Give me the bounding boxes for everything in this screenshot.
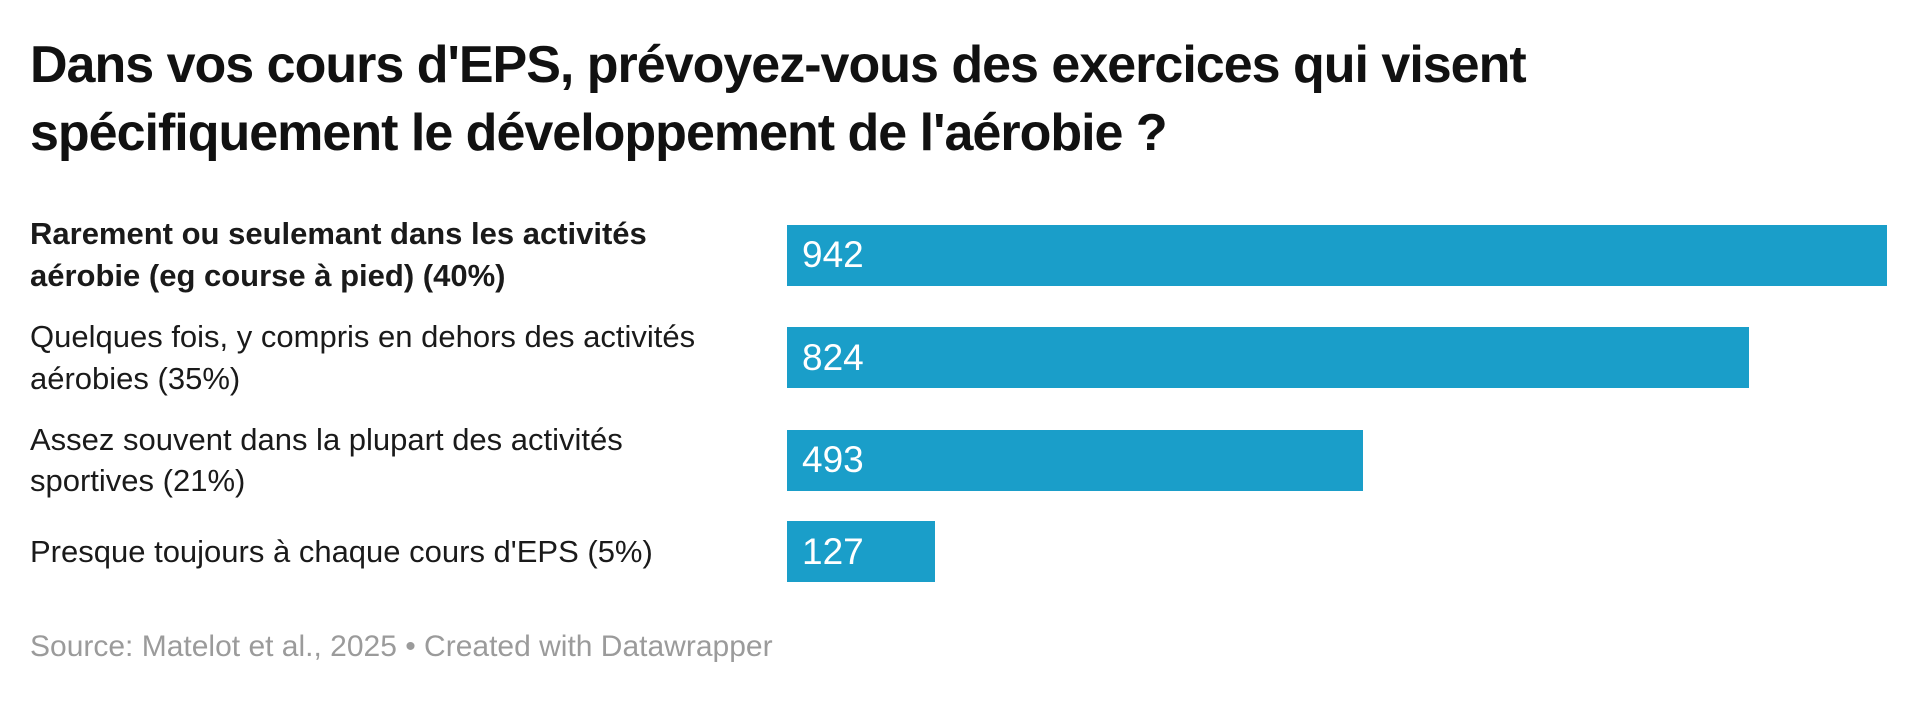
bar-chart: Rarement ou seulemant dans les activités… xyxy=(30,213,1887,583)
bar-value-label: 824 xyxy=(802,336,864,378)
bar: 824 xyxy=(787,327,1750,389)
bar-row: Quelques fois, y compris en dehors des a… xyxy=(30,316,1887,400)
bar-row: Rarement ou seulemant dans les activités… xyxy=(30,213,1887,297)
bar: 942 xyxy=(787,224,1887,286)
category-label: Rarement ou seulemant dans les activités… xyxy=(30,216,647,294)
bar-value-label: 942 xyxy=(802,234,864,276)
bar-track: 942 xyxy=(787,224,1887,286)
category-label: Quelques fois, y compris en dehors des a… xyxy=(30,318,696,396)
category-label: Presque toujours à chaque cours d'EPS (5… xyxy=(30,533,653,569)
bar: 493 xyxy=(787,429,1363,491)
bar-value-label: 493 xyxy=(802,439,864,481)
bar-track: 493 xyxy=(787,429,1887,491)
source-note: Source: Matelot et al., 2025 • Created w… xyxy=(30,630,773,664)
bar-value-label: 127 xyxy=(802,530,864,572)
bar-track: 824 xyxy=(787,327,1887,389)
chart-title: Dans vos cours d'EPS, prévoyez-vous des … xyxy=(30,36,1527,162)
bar-row: Assez souvent dans la plupart des activi… xyxy=(30,419,1887,503)
bar-track: 127 xyxy=(787,521,1887,583)
category-label: Assez souvent dans la plupart des activi… xyxy=(30,421,623,499)
bar-row: Presque toujours à chaque cours d'EPS (5… xyxy=(30,521,1887,583)
bar: 127 xyxy=(787,521,936,583)
